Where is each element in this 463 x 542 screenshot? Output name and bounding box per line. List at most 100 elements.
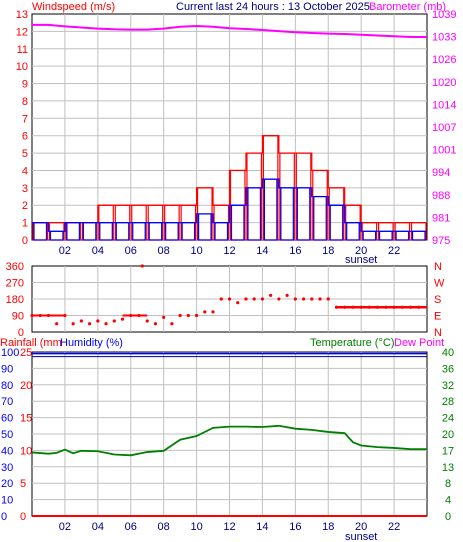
gust-line [32,135,427,224]
wind-x-tick-label: 02 [59,245,71,257]
wind-x-tick-label: 16 [289,245,301,257]
wind-x-tick-label: 08 [158,245,170,257]
humidity-tick-label: 50 [1,429,13,441]
rain-tick-label: 10 [20,445,32,457]
rain-tick-label: 25 [20,347,32,359]
wind-x-tick-label: 18 [322,245,334,257]
humidity-tick-label: 90 [1,363,13,375]
humidity-tick-label: 40 [1,445,13,457]
temperature-tick-label: 28 [442,396,454,408]
direction-point [71,322,75,326]
direction-point [79,319,83,323]
wind-tick-label: 9 [22,79,28,91]
direction-point [153,322,158,326]
rain-tick-label: 5 [20,478,26,490]
wind-tick-label: 0 [22,235,28,247]
direction-tick-label: 90 [12,311,24,323]
direction-point [211,310,215,314]
direction-point [186,313,190,318]
temperature-tick-label: 17 [442,445,454,457]
temperature-tick-label: 36 [442,363,454,375]
wind-tick-label: 2 [22,200,28,212]
humidity-label: Humidity (%) [60,337,123,349]
direction-point [178,313,182,318]
compass-tick-label: W [434,278,445,290]
barometer-tick-label: 1020 [432,77,456,89]
rain-tick-label: 20 [20,380,32,392]
wind-tick-label: 8 [22,96,28,108]
wind-x-tick-label: 06 [125,245,137,257]
wind-tick-label: 6 [22,131,28,143]
temp-x-tick-label: 12 [223,521,235,533]
temp-x-tick-label: 16 [289,521,301,533]
direction-point [203,310,207,314]
direction-point [96,319,100,323]
direction-point [310,297,314,301]
wind-tick-label: 12 [16,26,28,38]
temp-x-tick-label: 04 [92,521,104,533]
humidity-tick-label: 100 [1,347,19,359]
temp-x-tick-label: 02 [59,521,71,533]
barometer-tick-label: 994 [432,167,450,179]
temperature-tick-label: 0 [445,511,451,523]
barometer-tick-label: 981 [432,212,450,224]
wind-tick-label: 11 [17,44,28,56]
temperature-line [31,424,427,457]
barometer-tick-label: 1033 [432,32,456,44]
chart-period-title: Current last 24 hours : 13 October 2025 [176,1,370,13]
wind-tick-label: 4 [22,165,28,177]
barometer-tick-label: 1039 [432,9,456,21]
direction-point [104,322,108,326]
humidity-tick-label: 20 [1,478,13,490]
direction-point [285,293,289,297]
wind-x-tick-label: 12 [223,245,235,257]
direction-point [120,317,125,321]
barometer-tick-label: 1001 [432,145,456,157]
compass-tick-label: N [434,261,442,273]
direction-point [194,313,199,318]
temp-x-tick-label: 14 [256,521,268,533]
wind-tick-label: 13 [16,9,28,21]
direction-point [140,264,144,268]
barometer-title: Barometer (mb) [369,1,446,13]
compass-tick-label: E [434,311,441,323]
direction-tick-label: 270 [6,278,24,290]
direction-point [326,297,330,301]
temp-x-tick-label: 18 [322,521,334,533]
wind-x-tick-label: 10 [190,245,202,257]
temp-x-tick-label: 22 [388,521,400,533]
dewpoint-label: Dew Point [394,337,444,349]
direction-point [170,322,174,326]
wind-x-tick-label: 22 [388,245,400,257]
direction-point [88,322,92,326]
wind-tick-label: 3 [22,183,28,195]
barometer-tick-label: 975 [432,235,450,247]
humidity-tick-label: 0 [1,511,7,523]
direction-point [277,297,281,301]
temperature-tick-label: 20 [442,429,454,441]
direction-tick-label: 0 [18,327,24,339]
compass-tick-label: S [434,294,441,306]
humidity-tick-label: 30 [1,462,13,474]
temperature-label: Temperature (°C) [310,337,394,349]
rain-tick-label: 15 [20,413,32,425]
barometer-tick-label: 1014 [432,99,456,111]
humidity-tick-label: 10 [1,495,13,507]
temp-x-tick-label: 20 [355,521,367,533]
direction-point [269,293,273,297]
direction-point [145,319,149,323]
direction-point [318,297,322,301]
barometer-tick-label: 988 [432,190,450,202]
barometer-tick-label: 1026 [432,54,456,66]
direction-point [244,297,248,301]
compass-tick-label: N [434,327,442,339]
direction-point [227,297,232,301]
temperature-tick-label: 24 [442,413,454,425]
temperature-tick-label: 32 [442,380,454,392]
temp-x-tick-label: 06 [125,521,137,533]
wind-tick-label: 1 [22,218,28,230]
temperature-tick-label: 40 [442,347,454,359]
wind-x-tick-label: 20 [355,245,367,257]
wind-tick-label: 5 [22,148,28,160]
